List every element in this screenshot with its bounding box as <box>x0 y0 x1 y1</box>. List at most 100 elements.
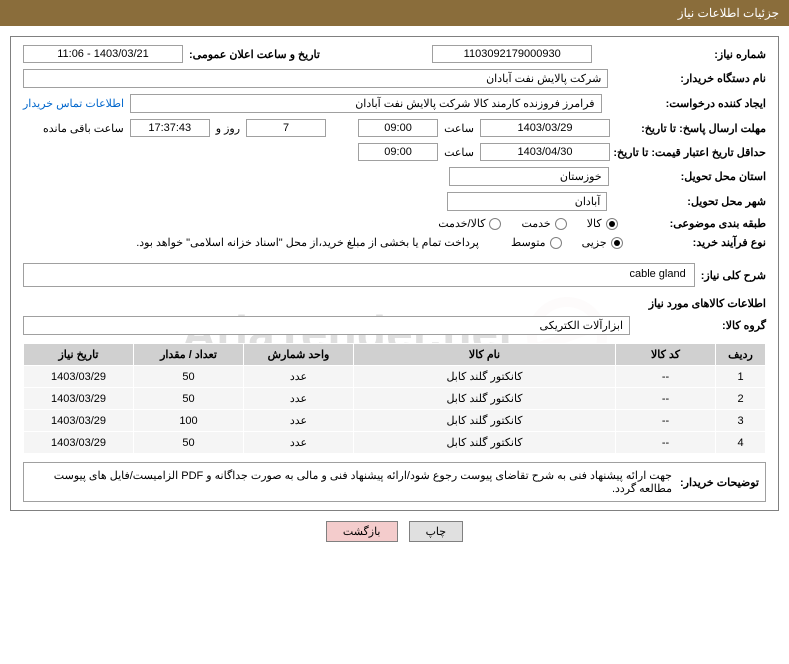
hours-word: ساعت باقی مانده <box>43 122 124 135</box>
button-bar: چاپ بازگشت <box>0 521 789 542</box>
print-button[interactable]: چاپ <box>409 521 464 542</box>
row-city: شهر محل تحویل: آبادان <box>23 192 766 211</box>
table-cell-name: کانکتور گلند کابل <box>354 388 616 410</box>
buyer-notes-box: توضیحات خریدار: جهت ارائه پیشنهاد فنی به… <box>23 462 766 502</box>
main-panel: AriaTender.net شماره نیاز: 1103092179000… <box>10 36 779 511</box>
row-buyer-org: نام دستگاه خریدار: شرکت پالایش نفت آبادا… <box>23 69 766 88</box>
radio-service-label: خدمت <box>521 217 550 230</box>
category-label: طبقه بندی موضوعی: <box>670 217 766 230</box>
table-cell-name: کانکتور گلند کابل <box>354 410 616 432</box>
table-cell-qty: 100 <box>134 410 244 432</box>
radio-goods-label: کالا <box>587 217 602 230</box>
general-desc-value: cable gland <box>23 263 695 287</box>
row-deadline: مهلت ارسال پاسخ: تا تاریخ: 1403/03/29 سا… <box>23 119 766 137</box>
table-header-row: ردیف کد کالا نام کالا واحد شمارش تعداد /… <box>24 344 766 366</box>
table-cell-unit: عدد <box>244 432 354 454</box>
deadline-time-value: 09:00 <box>358 119 438 137</box>
items-table-wrap: ردیف کد کالا نام کالا واحد شمارش تعداد /… <box>23 343 766 454</box>
th-qty: تعداد / مقدار <box>134 344 244 366</box>
radio-minor-label: جزیی <box>582 236 607 249</box>
table-cell-qty: 50 <box>134 366 244 388</box>
radio-medium[interactable]: متوسط <box>511 236 562 249</box>
radio-minor-input[interactable] <box>611 237 623 249</box>
general-desc-label: شرح کلی نیاز: <box>701 269 766 282</box>
table-cell-date: 1403/03/29 <box>24 366 134 388</box>
radio-goods-service-input[interactable] <box>489 218 501 230</box>
row-purchase-type: نوع فرآیند خرید: جزیی متوسط پرداخت تمام … <box>23 236 766 249</box>
deadline-date-value: 1403/03/29 <box>480 119 610 137</box>
table-row: 1--کانکتور گلند کابلعدد501403/03/29 <box>24 366 766 388</box>
radio-service[interactable]: خدمت <box>521 217 566 230</box>
buyer-org-value: شرکت پالایش نفت آبادان <box>23 69 608 88</box>
radio-medium-input[interactable] <box>550 237 562 249</box>
th-name: نام کالا <box>354 344 616 366</box>
row-category: طبقه بندی موضوعی: کالا خدمت کالا/خدمت <box>23 217 766 230</box>
time-label-1: ساعت <box>444 122 474 135</box>
table-cell-date: 1403/03/29 <box>24 432 134 454</box>
table-cell-name: کانکتور گلند کابل <box>354 432 616 454</box>
group-value: ابزارآلات الکتریکی <box>23 316 630 335</box>
table-cell-qty: 50 <box>134 388 244 410</box>
table-cell-n: 3 <box>716 410 766 432</box>
table-row: 4--کانکتور گلند کابلعدد501403/03/29 <box>24 432 766 454</box>
table-cell-unit: عدد <box>244 388 354 410</box>
radio-goods-input[interactable] <box>606 218 618 230</box>
requester-label: ایجاد کننده درخواست: <box>666 97 766 110</box>
group-label: گروه کالا: <box>722 319 766 332</box>
city-value: آبادان <box>447 192 607 211</box>
general-desc-section: شرح کلی نیاز: cable gland <box>23 263 766 287</box>
city-label: شهر محل تحویل: <box>687 195 766 208</box>
radio-medium-label: متوسط <box>511 236 546 249</box>
row-validity: حداقل تاریخ اعتبار قیمت: تا تاریخ: 1403/… <box>23 143 766 161</box>
validity-label: حداقل تاریخ اعتبار قیمت: تا تاریخ: <box>616 146 766 159</box>
table-cell-n: 4 <box>716 432 766 454</box>
need-number-value: 1103092179000930 <box>432 45 592 63</box>
items-heading: اطلاعات کالاهای مورد نیاز <box>23 297 766 310</box>
requester-value: فرامرز فروزنده کارمند کالا شرکت پالایش ن… <box>130 94 602 113</box>
table-cell-n: 1 <box>716 366 766 388</box>
category-radio-group: کالا خدمت کالا/خدمت <box>438 217 617 230</box>
table-cell-code: -- <box>616 388 716 410</box>
buyer-notes-label: توضیحات خریدار: <box>680 469 759 495</box>
th-code: کد کالا <box>616 344 716 366</box>
page-header: جزئیات اطلاعات نیاز <box>0 0 789 26</box>
row-need-number: شماره نیاز: 1103092179000930 تاریخ و ساع… <box>23 45 766 63</box>
radio-goods[interactable]: کالا <box>587 217 618 230</box>
table-cell-unit: عدد <box>244 410 354 432</box>
table-cell-date: 1403/03/29 <box>24 388 134 410</box>
table-cell-qty: 50 <box>134 432 244 454</box>
deadline-label: مهلت ارسال پاسخ: تا تاریخ: <box>616 122 766 135</box>
purchase-type-label: نوع فرآیند خرید: <box>693 236 766 249</box>
validity-time-value: 09:00 <box>358 143 438 161</box>
purchase-note: پرداخت تمام یا بخشی از مبلغ خرید،از محل … <box>136 236 479 249</box>
radio-service-input[interactable] <box>555 218 567 230</box>
radio-goods-service[interactable]: کالا/خدمت <box>438 217 501 230</box>
th-row: ردیف <box>716 344 766 366</box>
table-row: 2--کانکتور گلند کابلعدد501403/03/29 <box>24 388 766 410</box>
table-cell-unit: عدد <box>244 366 354 388</box>
announce-date-label: تاریخ و ساعت اعلان عمومی: <box>189 48 320 61</box>
table-row: 3--کانکتور گلند کابلعدد1001403/03/29 <box>24 410 766 432</box>
th-date: تاریخ نیاز <box>24 344 134 366</box>
contact-link[interactable]: اطلاعات تماس خریدار <box>23 97 124 110</box>
table-cell-n: 2 <box>716 388 766 410</box>
radio-minor[interactable]: جزیی <box>582 236 623 249</box>
announce-date-value: 1403/03/21 - 11:06 <box>23 45 183 63</box>
th-unit: واحد شمارش <box>244 344 354 366</box>
radio-goods-service-label: کالا/خدمت <box>438 217 485 230</box>
items-table: ردیف کد کالا نام کالا واحد شمارش تعداد /… <box>23 343 766 454</box>
table-cell-name: کانکتور گلند کابل <box>354 366 616 388</box>
province-value: خوزستان <box>449 167 609 186</box>
page-title: جزئیات اطلاعات نیاز <box>678 6 779 20</box>
row-province: استان محل تحویل: خوزستان <box>23 167 766 186</box>
days-word: روز و <box>216 122 240 135</box>
table-cell-date: 1403/03/29 <box>24 410 134 432</box>
time-label-2: ساعت <box>444 146 474 159</box>
validity-date-value: 1403/04/30 <box>480 143 610 161</box>
days-left-value: 7 <box>246 119 326 137</box>
back-button[interactable]: بازگشت <box>326 521 398 542</box>
need-number-label: شماره نیاز: <box>714 48 766 61</box>
purchase-type-radio-group: جزیی متوسط <box>511 236 623 249</box>
row-requester: ایجاد کننده درخواست: فرامرز فروزنده کارم… <box>23 94 766 113</box>
province-label: استان محل تحویل: <box>681 170 766 183</box>
